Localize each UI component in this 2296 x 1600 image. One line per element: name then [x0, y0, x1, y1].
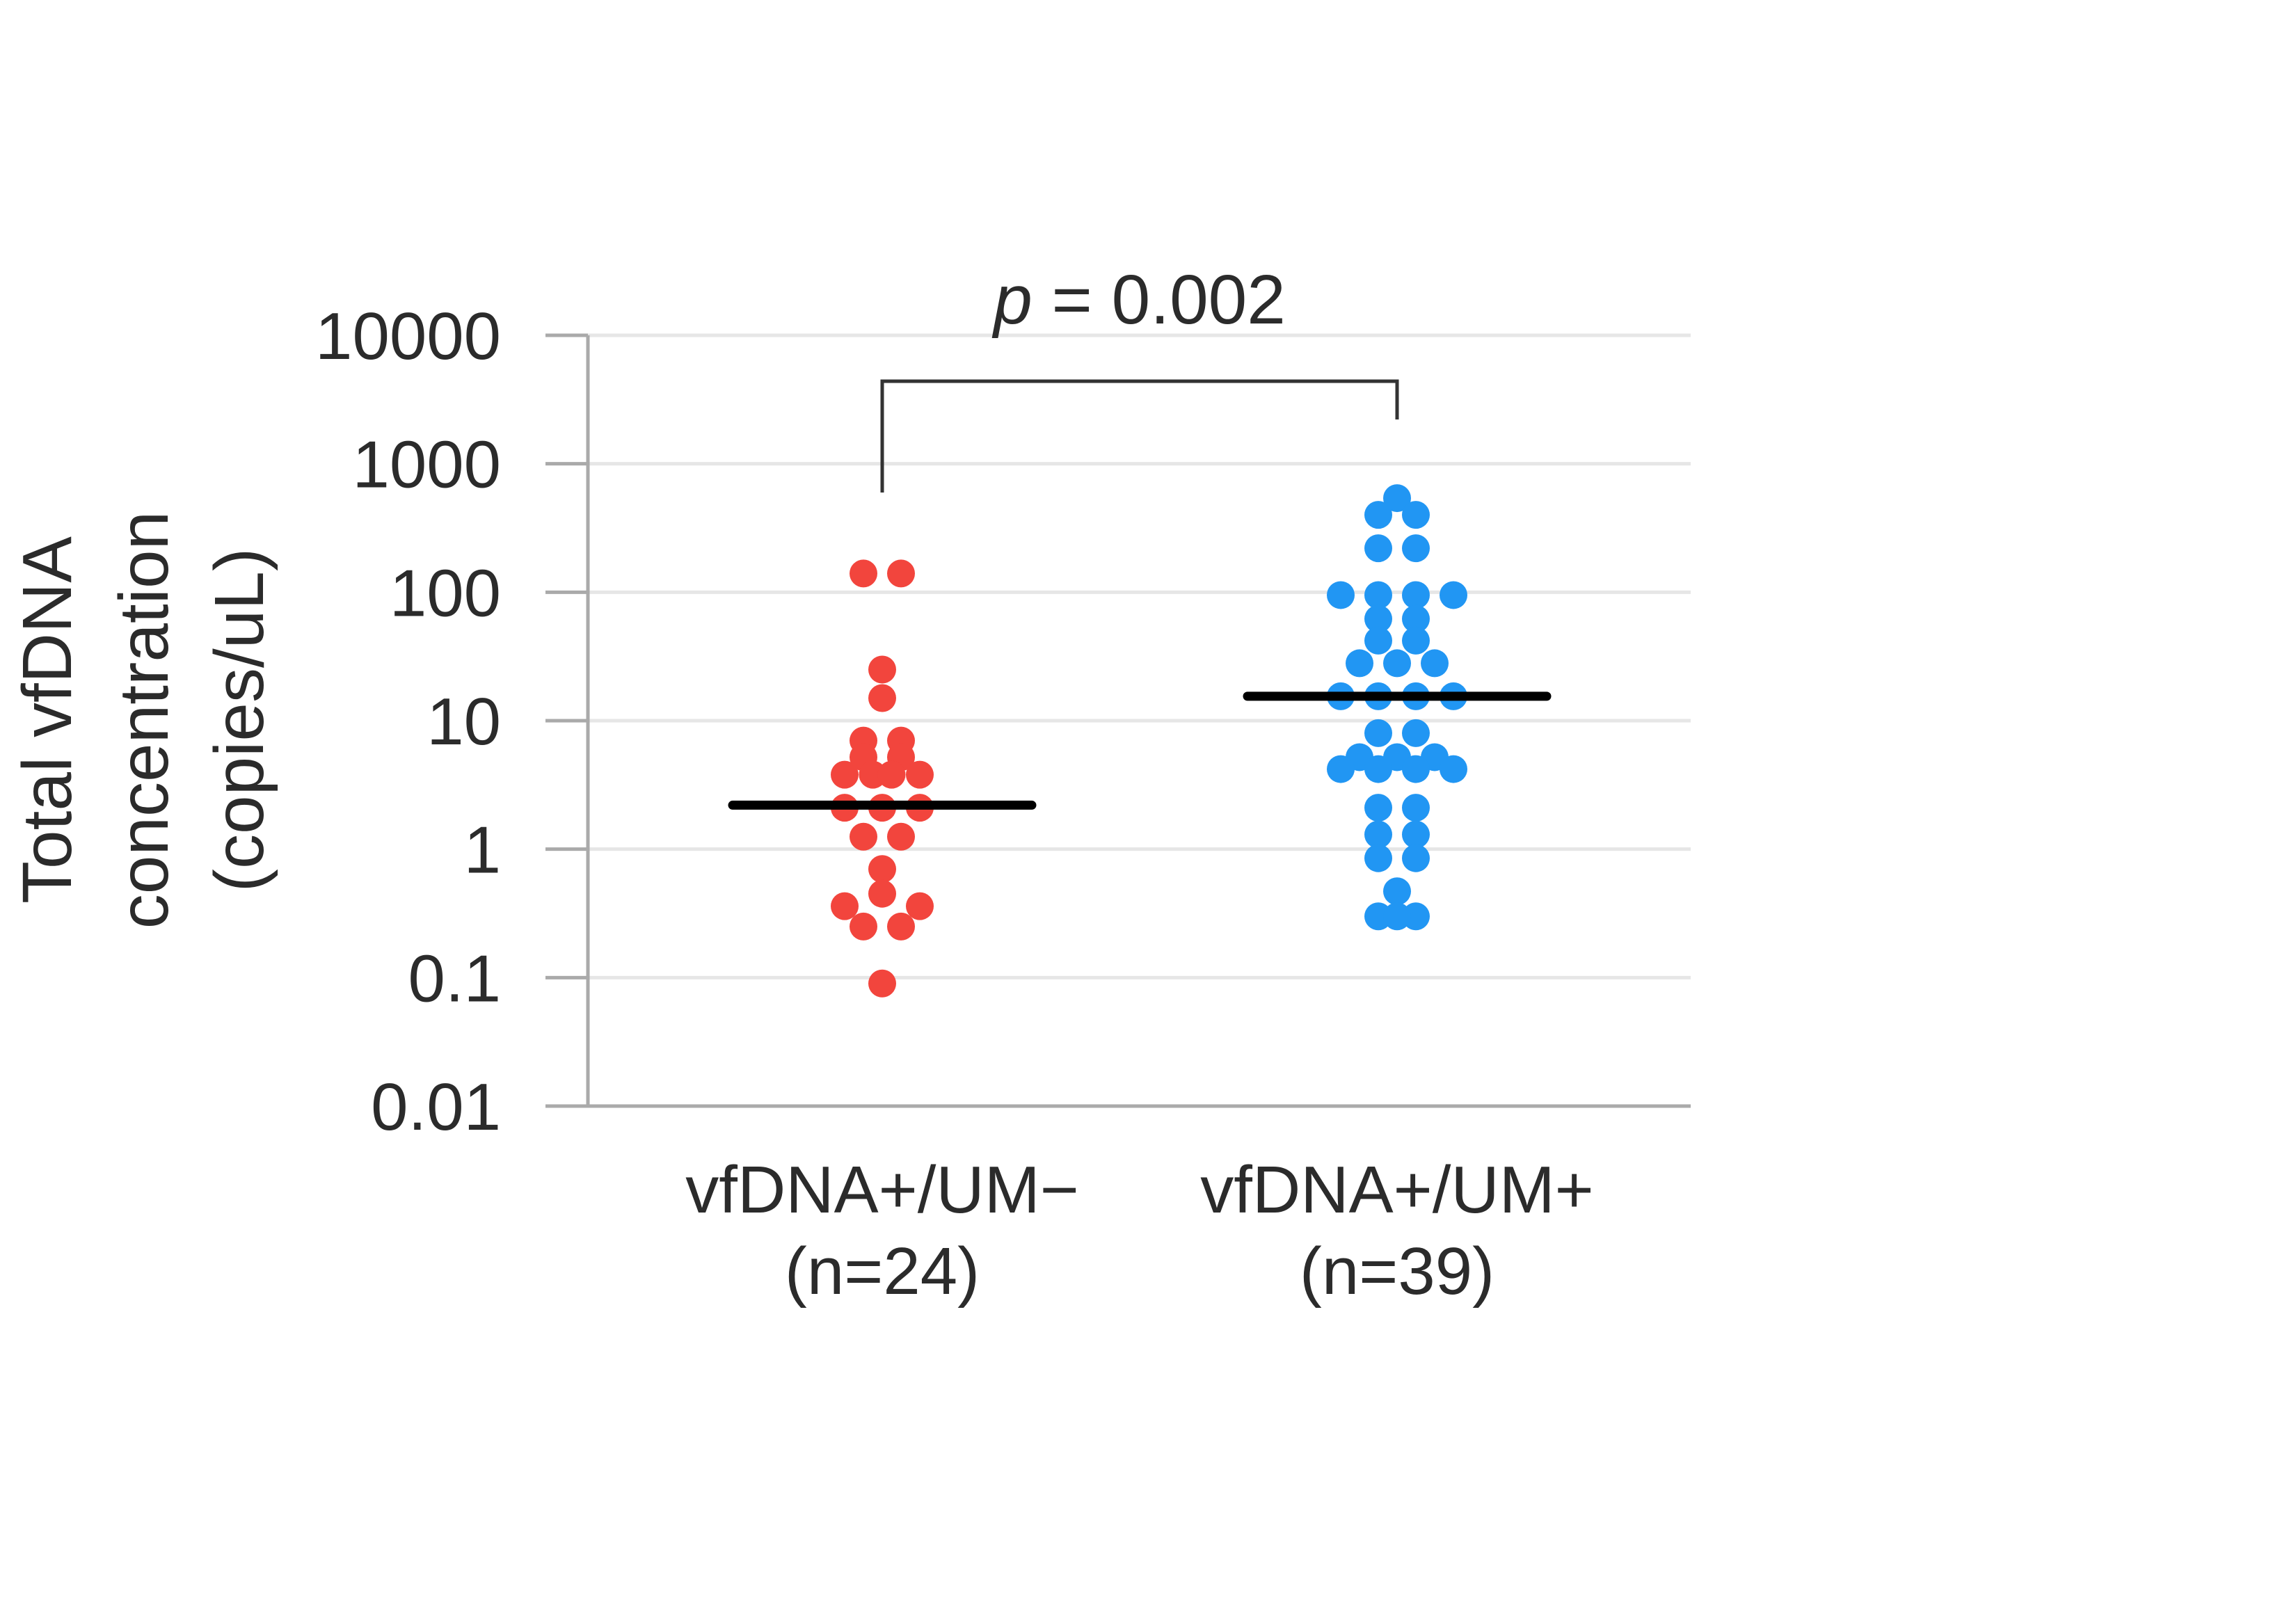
data-point [1364, 501, 1392, 529]
data-point [887, 559, 915, 588]
data-point [1383, 877, 1411, 906]
data-point [1402, 605, 1430, 633]
y-tick-label: 1 [464, 813, 501, 888]
category-labels: vfDNA+/UM− (n=24) vfDNA+/UM+ (n=39) [685, 1153, 1593, 1309]
y-tick-label: 1000 [352, 428, 501, 502]
data-point [1402, 534, 1430, 563]
y-tick-label: 10000 [315, 299, 501, 374]
axes [545, 335, 1691, 1108]
category-label-line: vfDNA+/UM− [685, 1153, 1078, 1227]
data-point [906, 760, 934, 789]
data-point [1383, 649, 1411, 678]
data-point [850, 822, 877, 851]
data-point [1402, 794, 1430, 822]
data-point [877, 760, 906, 789]
data-point [1364, 794, 1392, 822]
data-point [1364, 844, 1392, 872]
data-point [1440, 581, 1467, 609]
data-point [1402, 820, 1430, 849]
data-point [1327, 755, 1355, 783]
y-axis-title-line: concentration [105, 511, 183, 929]
data-point [1402, 501, 1430, 529]
data-point [868, 855, 896, 883]
data-point [1364, 719, 1392, 747]
p-symbol: p [991, 261, 1033, 339]
category-label-line: (n=39) [1300, 1234, 1494, 1309]
data-point [1402, 719, 1430, 747]
category-label-line: (n=24) [785, 1234, 980, 1309]
y-axis-title: Total vfDNA concentration (copies/uL) [8, 511, 278, 929]
y-tick-label: 0.01 [371, 1070, 501, 1144]
data-point [1364, 626, 1392, 655]
data-point [1364, 820, 1392, 849]
p-value-text: = 0.002 [1033, 261, 1286, 339]
y-tick-label: 0.1 [408, 941, 501, 1016]
data-point [1440, 755, 1467, 783]
data-points [831, 484, 1467, 998]
data-point [831, 892, 859, 920]
data-point [1364, 755, 1392, 783]
bracket-line [880, 379, 1399, 493]
data-point [887, 912, 915, 941]
data-point [868, 684, 896, 712]
data-point [1364, 605, 1392, 633]
gridlines [545, 333, 1691, 1108]
category-label-line: vfDNA+/UM+ [1200, 1153, 1593, 1227]
data-point [850, 912, 877, 941]
data-point [906, 892, 934, 920]
y-axis-title-line: (copies/uL) [200, 548, 278, 893]
median-lines [728, 691, 1552, 810]
data-point [1402, 844, 1430, 872]
data-point [1364, 534, 1392, 563]
category-label: vfDNA+/UM+ (n=39) [1200, 1153, 1593, 1309]
data-point [1402, 755, 1430, 783]
data-point [1383, 902, 1411, 931]
data-point [868, 655, 896, 684]
data-point [1364, 581, 1392, 609]
data-point [1402, 581, 1430, 609]
significance-bracket [880, 379, 1399, 493]
y-tick-label: 10 [426, 685, 501, 759]
data-point [1421, 649, 1449, 678]
data-point [850, 559, 877, 588]
data-point [831, 760, 859, 789]
p-value-label: p = 0.002 [991, 261, 1286, 339]
data-point [1402, 626, 1430, 655]
category-label: vfDNA+/UM− (n=24) [685, 1153, 1078, 1309]
data-point [1383, 484, 1411, 513]
data-point [868, 969, 896, 998]
data-point [1327, 581, 1355, 609]
data-point [1346, 649, 1373, 678]
y-tick-label: 100 [390, 556, 501, 630]
y-tick-labels: 10000 1000 100 10 1 0.1 0.01 [315, 299, 501, 1144]
y-axis-title-line: Total vfDNA [8, 536, 86, 904]
data-point [868, 879, 896, 908]
data-point [887, 822, 915, 851]
